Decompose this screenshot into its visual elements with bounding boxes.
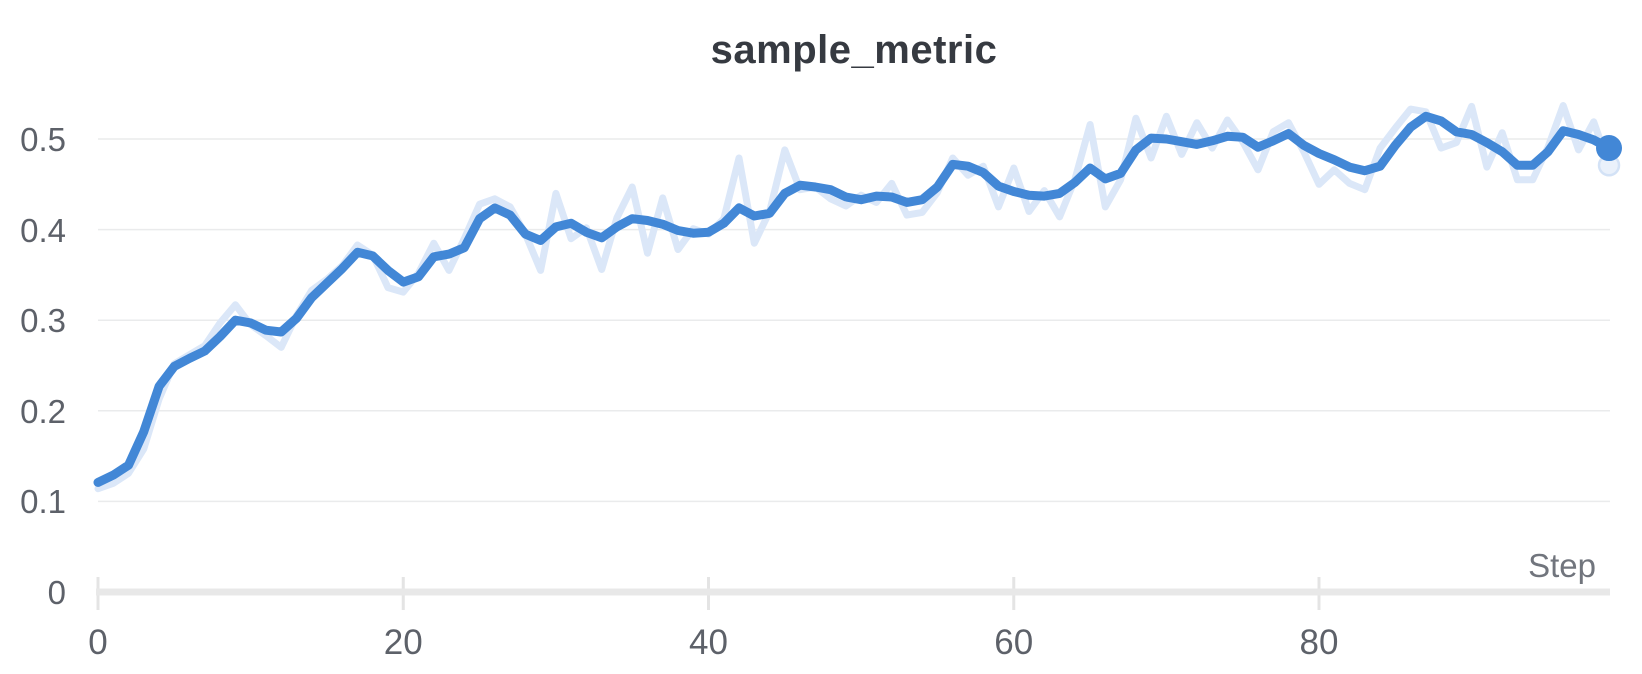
chart-title: sample_metric (710, 28, 998, 72)
x-axis-title: Step (1528, 547, 1596, 584)
y-tick-label: 0.1 (20, 483, 66, 521)
smoothed-endpoint-dot (1596, 135, 1623, 162)
x-axis (96, 588, 1610, 596)
x-tick-label: 60 (994, 623, 1034, 662)
x-tick-label: 80 (1299, 623, 1339, 662)
y-tick-label: 0.3 (20, 302, 66, 340)
x-tick-label: 20 (383, 623, 423, 662)
smoothed-series-line (93, 111, 1614, 487)
y-tick-label: 0.5 (20, 121, 66, 158)
y-tick-label: 0.2 (20, 392, 66, 430)
y-tick-label: 0.4 (20, 211, 66, 249)
x-tick-label: 0 (88, 623, 108, 662)
x-tick-label: 40 (689, 623, 728, 662)
y-tick-label: 0 (47, 574, 66, 611)
